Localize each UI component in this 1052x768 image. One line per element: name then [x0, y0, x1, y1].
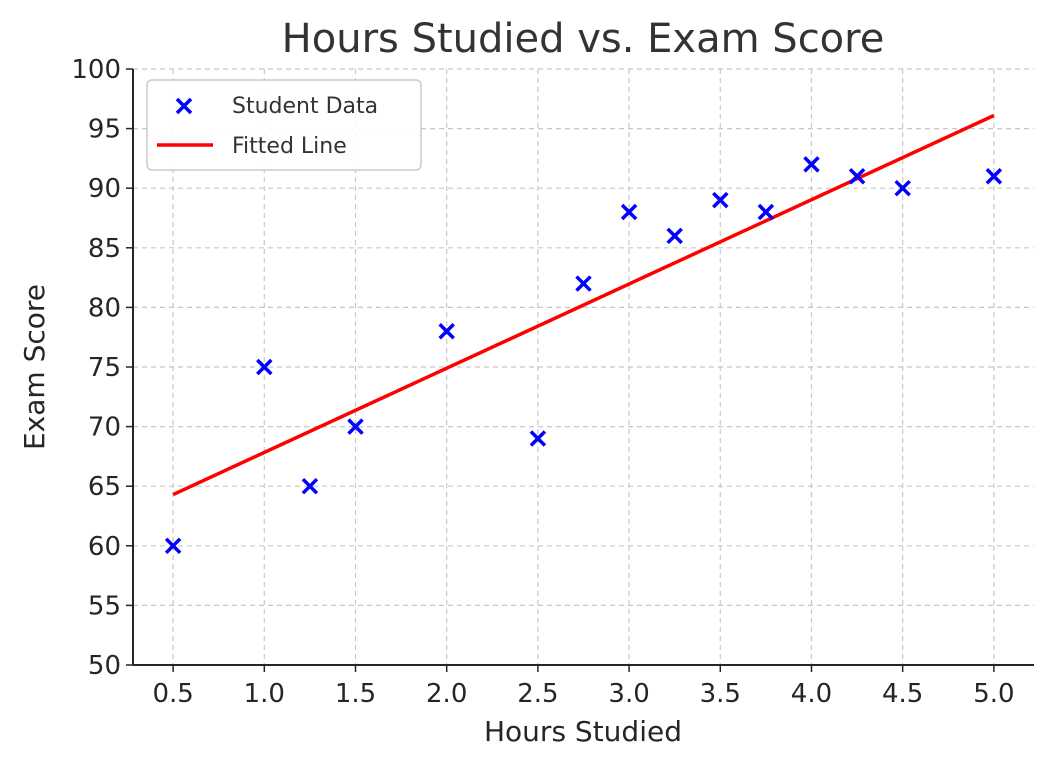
- legend-label-student-data: Student Data: [232, 94, 378, 119]
- chart-title: Hours Studied vs. Exam Score: [282, 16, 885, 62]
- x-tick-label: 3.0: [608, 679, 649, 709]
- fitted-line: [172, 113, 995, 497]
- data-point: [301, 477, 319, 495]
- y-tick-label: 50: [88, 651, 121, 681]
- y-tick-label: 60: [88, 532, 121, 562]
- x-tick-label: 2.5: [517, 679, 558, 709]
- x-tick-label: 2.0: [426, 679, 467, 709]
- legend-label-fitted-line: Fitted Line: [232, 134, 347, 159]
- y-tick-label: 100: [71, 55, 121, 85]
- y-tick-label: 55: [88, 591, 121, 621]
- data-point: [894, 179, 911, 197]
- x-axis-label: Hours Studied: [484, 715, 682, 748]
- y-tick-label: 70: [88, 413, 121, 443]
- legend: Student Data Fitted Line: [146, 79, 422, 171]
- y-tick-label: 75: [88, 353, 121, 383]
- tick-labels: 0.5 1.0 1.5 2.0 2.5 3.0 3.5 4.0 4.5 5.0 50 55 60 65 70…: [71, 55, 1014, 709]
- data-point: [438, 323, 455, 340]
- x-tick-label: 4.5: [882, 679, 923, 709]
- data-point: [666, 227, 683, 245]
- y-tick-label: 80: [88, 293, 121, 323]
- scatter-points: [164, 156, 1003, 555]
- data-point: [256, 358, 273, 376]
- data-point: [575, 275, 592, 292]
- data-point: [848, 168, 866, 185]
- y-tick-label: 95: [88, 115, 121, 145]
- fitted-line-layer: [172, 113, 995, 497]
- x-tick-label: 0.5: [152, 679, 193, 709]
- data-point: [803, 156, 820, 173]
- x-tick-label: 1.0: [244, 679, 285, 709]
- y-tick-label: 85: [88, 234, 121, 264]
- data-point: [985, 168, 1003, 185]
- legend-x-icon: [175, 97, 193, 115]
- data-point: [757, 203, 775, 221]
- data-point: [620, 203, 638, 221]
- x-tick-label: 5.0: [973, 679, 1014, 709]
- data-point: [347, 418, 364, 435]
- x-tick-label: 4.0: [791, 679, 832, 709]
- legend-marker-student-data: [175, 97, 193, 115]
- data-point: [529, 430, 547, 447]
- y-tick-label: 65: [88, 472, 121, 502]
- axes: [126, 68, 1034, 672]
- data-point: [712, 191, 729, 209]
- legend-box: [146, 79, 422, 171]
- data-point: [164, 537, 182, 555]
- x-tick-label: 3.5: [700, 679, 741, 709]
- y-tick-label: 90: [88, 174, 121, 204]
- x-tick-label: 1.5: [335, 679, 376, 709]
- y-axis-label: Exam Score: [18, 284, 51, 450]
